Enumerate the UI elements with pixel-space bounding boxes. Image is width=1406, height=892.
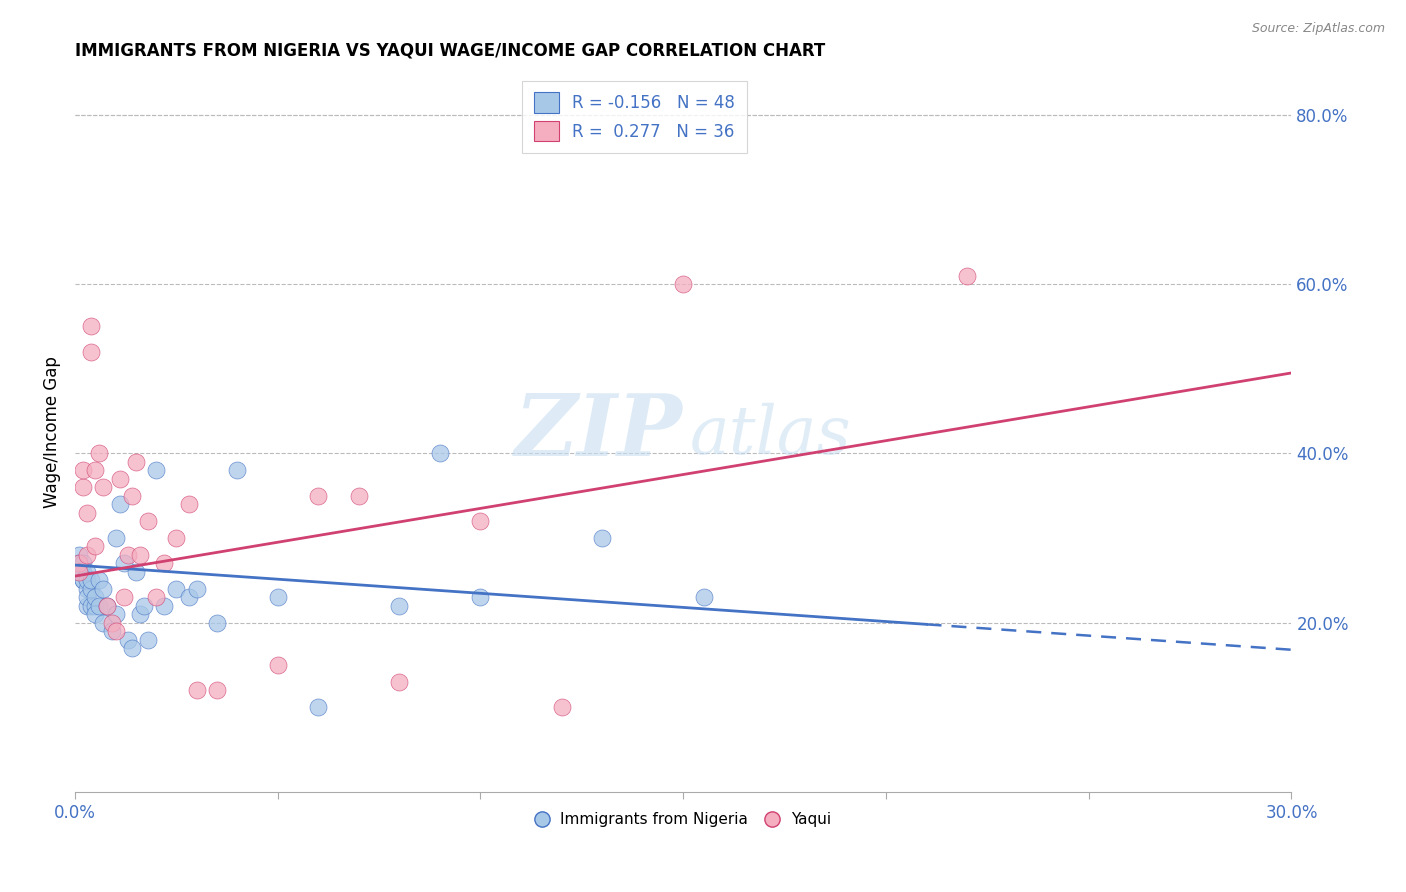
Point (104, 531, 127, 545)
Point (112, 557, 135, 571)
Point (128, 607, 150, 622)
Point (186, 683, 208, 698)
Point (72, 574, 94, 588)
Point (956, 268, 979, 283)
Point (226, 463, 249, 477)
Text: IMMIGRANTS FROM NIGERIA VS YAQUI WAGE/INCOME GAP CORRELATION CHART: IMMIGRANTS FROM NIGERIA VS YAQUI WAGE/IN… (75, 42, 825, 60)
Point (672, 277, 695, 291)
Point (72, 480, 94, 494)
Point (67, 565, 90, 579)
Point (76, 582, 98, 596)
Point (67, 557, 90, 571)
Point (121, 489, 143, 503)
Point (80, 599, 103, 613)
Point (165, 531, 187, 545)
Point (307, 700, 329, 714)
Point (205, 683, 228, 698)
Point (205, 615, 228, 630)
Point (93, 582, 115, 596)
Point (470, 514, 492, 528)
Point (84, 599, 107, 613)
Point (93, 480, 115, 494)
Point (145, 591, 167, 605)
Point (108, 497, 131, 511)
Point (470, 591, 492, 605)
Point (96, 599, 118, 613)
Point (388, 674, 411, 689)
Text: atlas: atlas (689, 403, 851, 468)
Point (76, 548, 98, 562)
Point (72, 574, 94, 588)
Point (112, 591, 135, 605)
Point (125, 565, 148, 579)
Point (104, 607, 127, 622)
Point (76, 574, 98, 588)
Point (145, 463, 167, 477)
Point (692, 591, 714, 605)
Point (591, 531, 613, 545)
Point (80, 319, 103, 334)
Point (76, 591, 98, 605)
Point (80, 344, 103, 359)
Point (89, 574, 111, 588)
Point (80, 574, 103, 588)
Point (121, 641, 143, 656)
Point (136, 514, 159, 528)
Point (117, 632, 139, 647)
Point (388, 599, 411, 613)
Point (72, 463, 94, 477)
Point (76, 565, 98, 579)
Point (100, 624, 122, 639)
Point (186, 582, 208, 596)
Point (104, 624, 127, 639)
Point (267, 591, 290, 605)
Point (76, 506, 98, 520)
Point (72, 557, 94, 571)
Point (136, 632, 159, 647)
Point (177, 497, 200, 511)
Point (128, 548, 150, 562)
Point (84, 591, 107, 605)
Point (89, 446, 111, 460)
Point (117, 548, 139, 562)
Y-axis label: Wage/Income Gap: Wage/Income Gap (44, 356, 60, 508)
Point (93, 615, 115, 630)
Point (67, 548, 90, 562)
Legend: Immigrants from Nigeria, Yaqui: Immigrants from Nigeria, Yaqui (529, 805, 838, 835)
Point (96, 599, 118, 613)
Text: ZIP: ZIP (516, 391, 683, 474)
Point (267, 657, 290, 672)
Point (80, 582, 103, 596)
Point (67, 557, 90, 571)
Point (84, 540, 107, 554)
Point (84, 607, 107, 622)
Point (307, 489, 329, 503)
Point (550, 700, 572, 714)
Point (100, 615, 122, 630)
Point (76, 599, 98, 613)
Point (165, 582, 187, 596)
Point (132, 599, 155, 613)
Point (72, 565, 94, 579)
Point (108, 472, 131, 486)
Point (67, 565, 90, 579)
Point (429, 446, 451, 460)
Point (153, 557, 176, 571)
Point (84, 463, 107, 477)
Point (153, 599, 176, 613)
Point (89, 599, 111, 613)
Point (347, 489, 370, 503)
Text: Source: ZipAtlas.com: Source: ZipAtlas.com (1251, 22, 1385, 36)
Point (177, 591, 200, 605)
Point (125, 455, 148, 469)
